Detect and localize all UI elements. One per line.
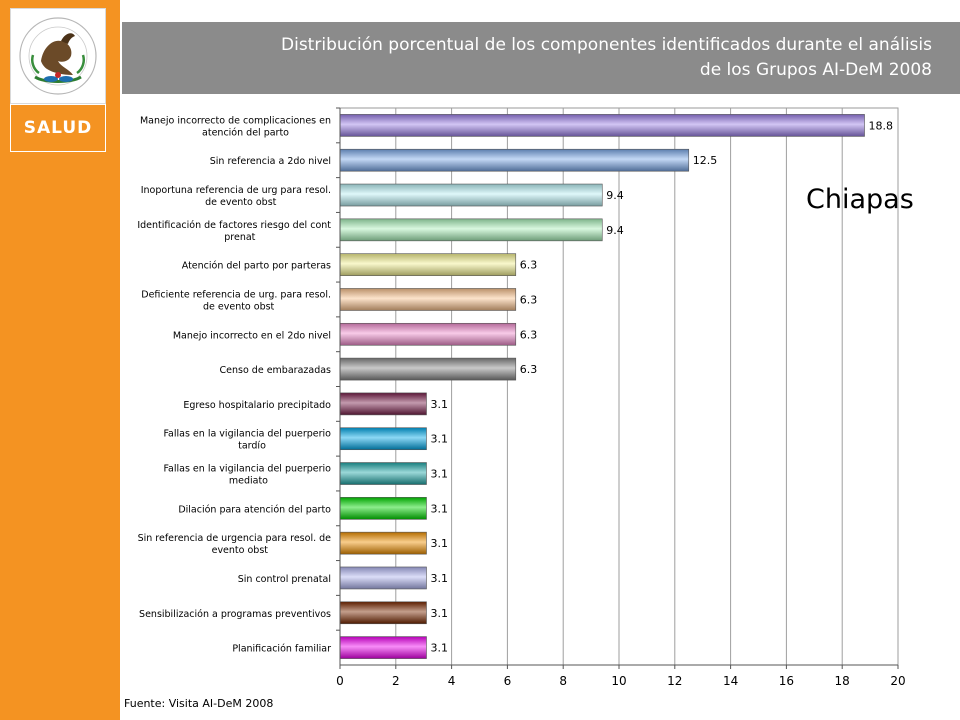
- bar: [339, 462, 427, 485]
- category-label: Egreso hospitalario precipitado: [183, 400, 331, 411]
- value-label: 6.3: [520, 363, 538, 376]
- category-label: Sin control prenatal: [238, 574, 331, 585]
- category-label: Deficiente referencia de urg. para resol…: [141, 289, 331, 312]
- value-label: 9.4: [606, 189, 624, 202]
- x-tick-label: 14: [723, 674, 738, 688]
- category-label: Manejo incorrecto en el 2do nivel: [173, 330, 331, 341]
- bar: [339, 288, 517, 311]
- bar: [339, 636, 427, 659]
- value-label: 3.1: [430, 642, 448, 655]
- x-tick-label: 10: [611, 674, 626, 688]
- x-tick-label: 18: [835, 674, 850, 688]
- category-label: Inoportuna referencia de urg para resol.…: [141, 185, 331, 208]
- category-label: Censo de embarazadas: [220, 365, 332, 376]
- category-label: Fallas en la vigilancia del puerperio tar…: [163, 429, 331, 452]
- bar: [339, 322, 517, 346]
- bar: [339, 531, 427, 555]
- value-label: 18.8: [869, 119, 894, 132]
- bar: [339, 566, 427, 590]
- x-tick-label: 20: [890, 674, 905, 688]
- title-line-2: de los Grupos AI-DeM 2008: [699, 60, 932, 80]
- x-tick-label: 12: [667, 674, 682, 688]
- value-label: 3.1: [430, 607, 448, 620]
- category-label: Planificación familiar: [232, 644, 331, 655]
- category-label: Fallas en la vigilancia del puerperio med…: [163, 464, 331, 487]
- bar: [339, 392, 427, 416]
- bar: [339, 497, 427, 520]
- bar: [339, 218, 603, 242]
- value-label: 3.1: [430, 502, 448, 515]
- x-tick-label: 16: [779, 674, 794, 688]
- national-emblem: [10, 8, 106, 104]
- value-label: 3.1: [430, 468, 448, 481]
- bar: [339, 253, 517, 276]
- category-label: Sin referencia a 2do nivel: [210, 156, 331, 167]
- bar: [339, 114, 865, 137]
- x-tick-label: 0: [336, 674, 344, 688]
- category-label: Manejo incorrecto de complicaciones en at…: [140, 115, 331, 138]
- salud-logo-text: SALUD: [23, 118, 93, 138]
- bar: [339, 357, 517, 381]
- page-title: Distribución porcentual de los component…: [152, 33, 932, 83]
- horizontal-bar-chart: 18.8 Manejo incorrecto de complicaciones …: [137, 107, 906, 688]
- bar: [339, 148, 690, 172]
- category-label: Atención del parto por parteras: [182, 261, 331, 272]
- bar: [339, 183, 603, 207]
- source-note: Fuente: Visita AI-DeM 2008: [124, 697, 274, 710]
- bar: [339, 427, 427, 451]
- value-label: 6.3: [520, 293, 538, 306]
- x-tick-label: 8: [559, 674, 567, 688]
- eagle-seal-icon: [19, 17, 97, 95]
- value-label: 3.1: [430, 398, 448, 411]
- category-label: Sensibilización a programas preventivos: [139, 609, 331, 620]
- x-tick-label: 6: [504, 674, 512, 688]
- x-tick-label: 2: [392, 674, 400, 688]
- orange-sidebar: SALUD: [0, 0, 120, 720]
- category-label: Identificación de factores riesgo del co…: [137, 220, 331, 243]
- state-label: Chiapas: [806, 184, 914, 215]
- value-label: 9.4: [606, 224, 624, 237]
- value-label: 6.3: [520, 328, 538, 341]
- category-label: Sin referencia de urgencia para resol. d…: [138, 533, 332, 556]
- x-tick-label: 4: [448, 674, 456, 688]
- value-label: 3.1: [430, 537, 448, 550]
- value-label: 12.5: [693, 154, 718, 167]
- bar: [339, 601, 427, 625]
- salud-logo: SALUD: [10, 104, 106, 152]
- value-label: 6.3: [520, 259, 538, 272]
- category-label: Dilación para atención del parto: [178, 504, 331, 515]
- title-line-1: Distribución porcentual de los component…: [281, 35, 932, 55]
- value-label: 3.1: [430, 433, 448, 446]
- header-banner: Distribución porcentual de los component…: [122, 22, 960, 94]
- value-label: 3.1: [430, 572, 448, 585]
